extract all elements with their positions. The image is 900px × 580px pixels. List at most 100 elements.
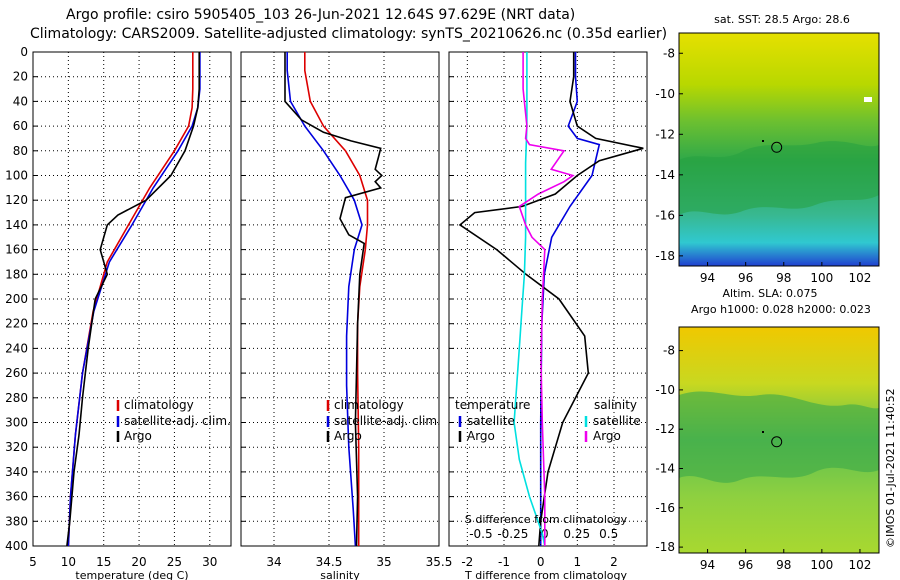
map-lon-label: 100 [810,271,833,285]
legend-label-argo: Argo [334,429,362,443]
imos-timestamp-watermark: ©IMOS 01-Jul-2021 11:40:52 [884,388,897,548]
legend-label-climatology: climatology [334,398,404,412]
t-difference-axis-ticks: -2 -1 0 1 2 [461,555,617,569]
series-line-t-argo [458,52,644,546]
map-lon-label: 102 [848,271,871,285]
map-lon-label: 100 [810,558,833,572]
legend-label-t-satellite: satellite [467,414,515,428]
depth-tick-label: 340 [5,465,28,479]
map-lon-label: 102 [848,558,871,572]
depth-axis-ticks: 0 20 40 60 80 100 120 140 160 180 200 220 240 260 280 3… [5,45,28,553]
depth-tick-label: 260 [5,366,28,380]
figure-title-line2: Climatology: CARS2009. Satellite-adjuste… [30,26,667,42]
map-lon-label: 94 [700,558,715,572]
depth-tick-label: 0 [20,45,28,59]
depth-tick-label: 200 [5,292,28,306]
salinity-axis-ticks: 34 34.5 35 35.5 [266,555,452,569]
temperature-legend: climatology satellite-adj. clim. Argo [116,398,231,443]
depth-tick-label: 380 [5,514,28,528]
map-lat-label: -8 [663,344,675,358]
legend-title-temperature: temperature [455,398,530,412]
map-lat-label: -14 [655,168,675,182]
temperature-axis-ticks: 5 10 15 20 25 30 [29,555,217,569]
map-lon-label: 94 [700,271,715,285]
temperature-grid [32,51,231,547]
x-tick-label: 30 [202,555,217,569]
depth-tick-label: 40 [13,94,28,108]
x-tick-label: 25 [167,555,182,569]
map-lat-label: -8 [663,46,675,60]
x-tick-label: -1 [498,555,510,569]
argo-track-dot [762,140,764,142]
map-lon-label: 98 [776,558,791,572]
depth-tick-label: 360 [5,490,28,504]
difference-series [458,52,644,546]
depth-tick-label: 60 [13,119,28,133]
salinity-panel: 34 34.5 35 35.5 salinity climatology satell… [240,51,452,580]
depth-tick-label: 120 [5,193,28,207]
x-tick-label: 35.5 [426,555,453,569]
depth-tick-label: 240 [5,341,28,355]
s-tick-label: -0.5 [469,527,492,541]
t-difference-axis-label: T difference from climatology [464,569,627,580]
temperature-series [66,52,201,546]
sst-map-frame [678,32,880,267]
depth-tick-label: 20 [13,70,28,84]
s-tick-label: 0.25 [563,527,590,541]
x-tick-label: 20 [131,555,146,569]
x-tick-label: 10 [61,555,76,569]
s-difference-axis-label: S difference from climatology [465,513,628,526]
map-lat-label: -12 [655,422,675,436]
map-lat-label: -10 [655,383,675,397]
series-line-argo [66,52,200,546]
map-lat-label: -18 [655,249,675,263]
depth-tick-label: 320 [5,440,28,454]
legend-label-t-argo: Argo [467,429,495,443]
argo-position-marker [771,436,783,448]
x-tick-label: -2 [461,555,473,569]
depth-tick-label: 80 [13,144,28,158]
legend-title-salinity: salinity [594,398,637,412]
legend-label-climatology: climatology [124,398,194,412]
temperature-panel: 0 20 40 60 80 100 120 140 160 180 200 220 240 260 280 3… [5,45,232,580]
map-lon-label: 96 [738,271,753,285]
depth-tick-label: 140 [5,218,28,232]
map-lat-label: -12 [655,127,675,141]
difference-grid [449,51,647,547]
x-tick-label: 0 [537,555,545,569]
x-tick-label: 5 [29,555,37,569]
series-line-satellite-adj-clim- [286,52,363,546]
x-tick-label: 2 [610,555,618,569]
x-tick-label: 34.5 [316,555,343,569]
depth-tick-label: 160 [5,243,28,257]
x-tick-label: 1 [574,555,582,569]
map-lat-label: -16 [655,501,675,515]
legend-label-s-satellite: satellite [593,414,641,428]
sla-map: 94 96 98 100 102 -8 -10 -12 -14 -16 -18 [655,326,880,572]
depth-tick-label: 280 [5,391,28,405]
s-tick-label: 0.5 [599,527,618,541]
temperature-axis-label: temperature (deg C) [75,569,188,580]
depth-tick-label: 300 [5,416,28,430]
sst-map-ticks: 94 96 98 100 102 -8 -10 -12 -14 -16 -18 [655,46,871,285]
map-lat-label: -10 [655,87,675,101]
depth-tick-label: 100 [5,169,28,183]
argo-position-marker [771,141,783,153]
salinity-series [284,52,383,546]
salinity-grid [241,51,440,547]
map-lon-label: 98 [776,271,791,285]
x-tick-label: 35 [376,555,391,569]
salinity-legend: climatology satellite-adj. clim. Argo [326,398,441,443]
series-line-argo [284,52,383,546]
x-tick-label: 15 [96,555,111,569]
salinity-axis-label: salinity [320,569,360,580]
depth-tick-label: 220 [5,317,28,331]
legend-label-satellite-adj: satellite-adj. clim. [334,414,441,428]
sla-map-title-line1: Altim. SLA: 0.075 [722,287,817,300]
legend-label-satellite-adj: satellite-adj. clim. [124,414,231,428]
legend-label-s-argo: Argo [593,429,621,443]
difference-panel: -2 -1 0 1 2 -0.5 -0.25 0 0.25 0.5 T difference f… [448,51,648,580]
sst-map-title: sat. SST: 28.5 Argo: 28.6 [714,13,850,26]
map-lat-label: -14 [655,461,675,475]
